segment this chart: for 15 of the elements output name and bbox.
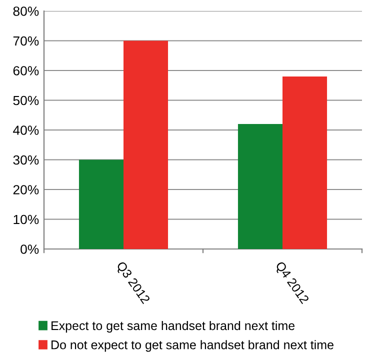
- bar: [282, 76, 328, 249]
- legend-label: Do not expect to get same handset brand next time: [52, 340, 334, 352]
- y-tick-label: 20%: [13, 185, 39, 194]
- bar: [78, 160, 124, 249]
- legend-label: Expect to get same handset brand next time: [52, 320, 295, 333]
- bar: [124, 40, 168, 249]
- y-tick-label: 30%: [13, 155, 39, 165]
- y-tick-label: 10%: [14, 214, 39, 224]
- y-tick-label: 60%: [13, 66, 39, 76]
- y-tick-label: 50%: [13, 96, 39, 106]
- y-tick-label: 80%: [13, 6, 39, 16]
- bar: [238, 124, 282, 249]
- y-tick-label: 40%: [13, 126, 39, 135]
- y-tick-label: 0%: [20, 244, 39, 254]
- y-tick-label: 70%: [13, 36, 39, 46]
